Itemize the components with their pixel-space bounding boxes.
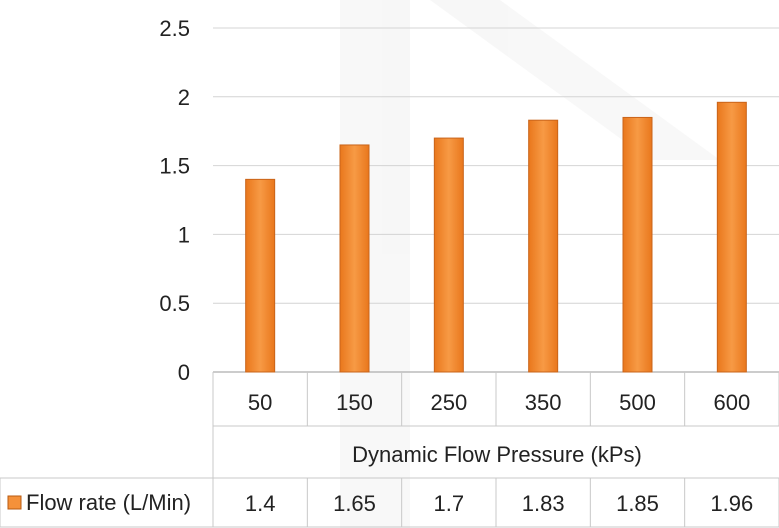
y-tick-label: 0 xyxy=(178,360,190,385)
y-tick-label: 2.5 xyxy=(159,16,190,41)
legend-swatch xyxy=(7,495,22,510)
y-tick-label: 1.5 xyxy=(159,154,190,179)
data-table-value: 1.4 xyxy=(245,491,276,516)
bar xyxy=(339,144,370,373)
gridlines xyxy=(213,27,779,373)
data-table-value: 1.96 xyxy=(710,491,753,516)
bar xyxy=(622,116,653,373)
bar xyxy=(433,137,464,373)
y-axis-ticks: 0 0.5 1 1.5 2 2.5 xyxy=(159,16,190,385)
x-axis-title: Dynamic Flow Pressure (kPs) xyxy=(352,442,642,467)
data-table-value: 1.7 xyxy=(434,491,465,516)
y-tick-label: 2 xyxy=(178,85,190,110)
x-tick-label: 600 xyxy=(713,390,750,415)
y-tick-label: 0.5 xyxy=(159,291,190,316)
data-table-value: 1.85 xyxy=(616,491,659,516)
bar xyxy=(716,101,747,373)
bar xyxy=(245,178,276,373)
bars xyxy=(245,101,747,373)
x-tick-label: 250 xyxy=(430,390,467,415)
bar xyxy=(528,119,559,373)
data-table-value: 1.65 xyxy=(333,491,376,516)
legend-label: Flow rate (L/Min) xyxy=(26,490,191,515)
data-table: 50 150 250 350 500 600 1.4 1.65 1.7 1.83 1.85 1.96 xyxy=(0,372,779,528)
data-table-value: 1.83 xyxy=(522,491,565,516)
legend: Flow rate (L/Min) xyxy=(7,490,191,515)
x-tick-label: 500 xyxy=(619,390,656,415)
x-tick-label: 50 xyxy=(248,390,272,415)
y-tick-label: 1 xyxy=(178,222,190,247)
x-tick-label: 350 xyxy=(525,390,562,415)
x-tick-label: 150 xyxy=(336,390,373,415)
